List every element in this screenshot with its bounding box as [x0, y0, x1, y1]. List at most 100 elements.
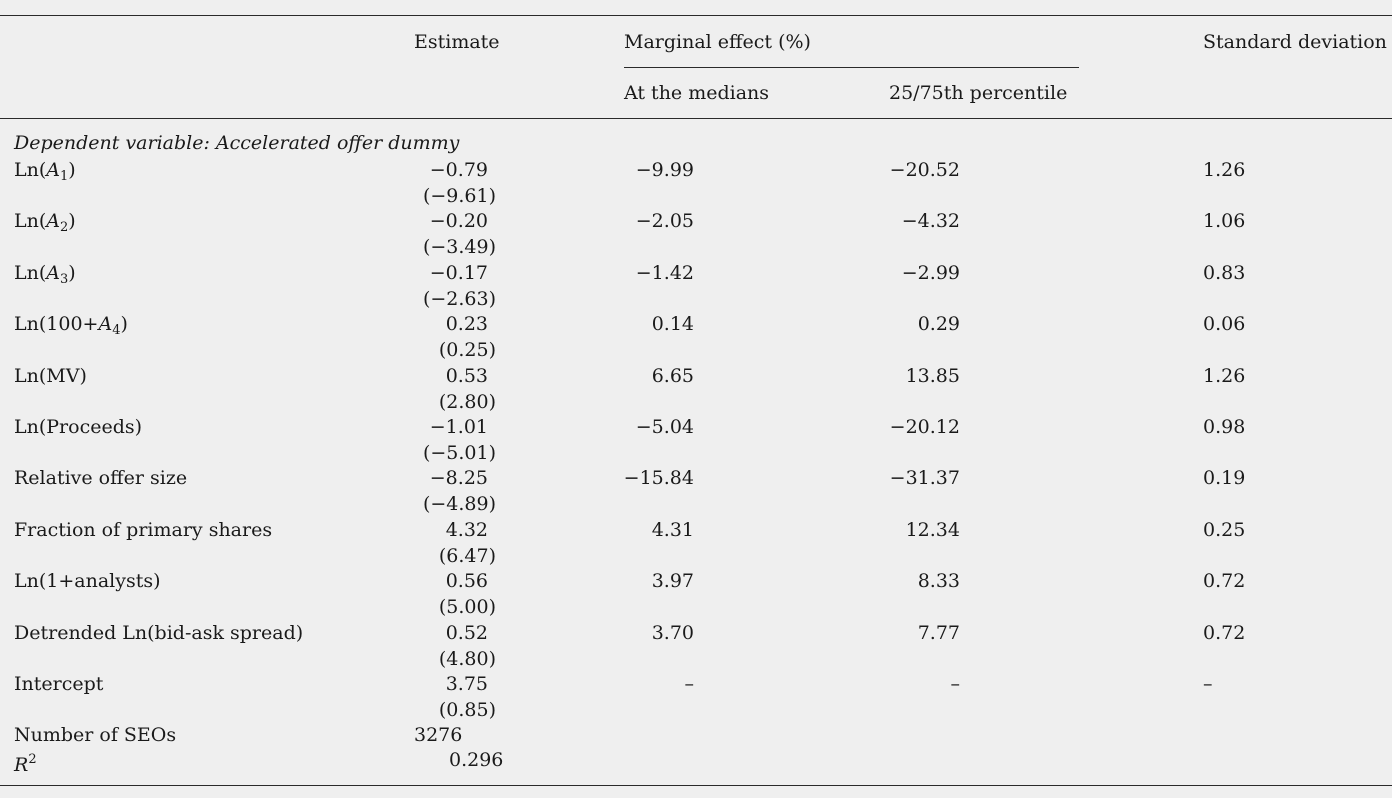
marginal-percentile-cell: −31.37: [889, 467, 960, 490]
row-label-suffix: ): [68, 210, 76, 233]
row-label-text: Intercept: [14, 672, 104, 695]
std-dev-cell: 1.26: [1203, 364, 1246, 387]
header-marginal-effect: Marginal effect (%): [624, 31, 811, 53]
tstat-cell: (5.00): [438, 596, 496, 619]
row-label-sub: 3: [60, 271, 69, 287]
row-label-sub: 4: [112, 323, 121, 339]
marginal-percentile-cell: 8.33: [917, 570, 960, 593]
tstat-cell: (2.80): [438, 390, 496, 413]
row-label-text: Ln(MV): [14, 364, 87, 387]
table-row: Ln(A3) −0.17 (−2.63) −1.42 −2.99 0.83: [0, 260, 1392, 311]
std-dev-cell: –: [1203, 672, 1213, 695]
tstat-cell: (−4.89): [422, 493, 496, 516]
row-label: Ln(Proceeds): [14, 414, 142, 440]
row-label-var: A: [46, 159, 61, 181]
row-label-var: A: [46, 210, 61, 233]
marginal-median-cell: 6.65: [651, 364, 694, 387]
marginal-median-cell: −5.04: [635, 415, 694, 438]
marginal-percentile-cell: –: [950, 672, 961, 695]
n-label: Number of SEOs: [14, 724, 177, 746]
marginal-median-cell: −1.42: [635, 261, 694, 284]
row-label: Ln(1+analysts): [14, 568, 161, 594]
tstat-cell: (−3.49): [422, 236, 496, 259]
marginal-median-cell: −2.05: [635, 210, 694, 233]
row-label-suffix: ): [120, 313, 128, 336]
header-std-dev: Standard deviation: [1203, 31, 1387, 53]
estimate-cell: 3.75: [445, 672, 488, 695]
tstat-cell: (4.80): [438, 647, 496, 670]
row-label: Intercept: [14, 671, 103, 697]
r2-superscript: 2: [28, 752, 37, 767]
table-body: Ln(A1) −0.79 (−9.61) −9.99 −20.52 1.26 Ln(A2) −…: [0, 157, 1392, 722]
table-row: Intercept 3.75 (0.85) – – –: [0, 671, 1392, 722]
row-label-prefix: Ln(: [14, 261, 47, 284]
std-dev-cell: 1.26: [1203, 159, 1246, 181]
row-label-prefix: Ln(: [14, 210, 47, 233]
marginal-percentile-cell: −20.12: [889, 415, 960, 438]
table-row: Ln(100+A4) 0.23 (0.25) 0.14 0.29 0.06: [0, 311, 1392, 362]
marginal-median-cell: −15.84: [623, 467, 694, 490]
marginal-median-cell: 3.97: [651, 570, 694, 593]
estimate-cell: 4.32: [445, 518, 488, 541]
row-label-text: Detrended Ln(bid-ask spread): [14, 621, 304, 644]
marginal-effect-underline: [624, 67, 1079, 68]
header-at-medians: At the medians: [624, 82, 770, 104]
table-row: Fraction of primary shares 4.32 (6.47) 4.31…: [0, 517, 1392, 568]
tstat-cell: (−2.63): [422, 287, 496, 310]
n-value: 3276: [414, 724, 463, 746]
row-label-text: Fraction of primary shares: [14, 518, 273, 541]
dependent-variable-label: Dependent variable: Accelerated offer du…: [14, 132, 460, 154]
marginal-median-cell: −9.99: [635, 159, 694, 181]
estimate-cell: −8.25: [429, 467, 488, 490]
std-dev-cell: 1.06: [1203, 210, 1246, 233]
marginal-percentile-cell: 0.29: [917, 313, 960, 336]
top-rule: [0, 15, 1392, 16]
marginal-percentile-cell: 13.85: [905, 364, 960, 387]
estimate-cell: 0.53: [445, 364, 488, 387]
table-row: Ln(1+analysts) 0.56 (5.00) 3.97 8.33 0.72: [0, 568, 1392, 619]
row-label: Ln(100+A4): [14, 311, 128, 344]
estimate-cell: 0.52: [445, 621, 488, 644]
estimate-cell: 0.23: [445, 313, 488, 336]
r2-symbol: R: [14, 754, 29, 776]
std-dev-cell: 0.83: [1203, 261, 1246, 284]
std-dev-cell: 0.98: [1203, 415, 1246, 438]
estimate-cell: −1.01: [429, 415, 488, 438]
marginal-median-cell: 0.14: [651, 313, 694, 336]
row-label-suffix: ): [68, 159, 76, 181]
row-label-var: A: [98, 313, 113, 336]
row-label-text: Ln(Proceeds): [14, 415, 143, 438]
std-dev-cell: 0.72: [1203, 621, 1246, 644]
marginal-median-cell: 4.31: [651, 518, 694, 541]
marginal-percentile-cell: −20.52: [889, 159, 960, 181]
row-label: Ln(MV): [14, 363, 87, 389]
header-percentile: 25/75th percentile: [889, 82, 1068, 104]
tstat-cell: (−5.01): [422, 441, 496, 464]
row-label: Relative offer size: [14, 465, 187, 491]
std-dev-cell: 0.19: [1203, 467, 1246, 490]
header-estimate: Estimate: [414, 31, 500, 53]
row-label-sub: 2: [60, 220, 69, 236]
table-row: Detrended Ln(bid-ask spread) 0.52 (4.80) 3.…: [0, 620, 1392, 671]
row-label: Fraction of primary shares: [14, 517, 272, 543]
tstat-cell: (0.25): [438, 339, 496, 362]
std-dev-cell: 0.25: [1203, 518, 1246, 541]
table-row: Ln(MV) 0.53 (2.80) 6.65 13.85 1.26: [0, 363, 1392, 414]
r2-value: 0.296: [449, 749, 504, 771]
row-label-sub: 1: [60, 169, 69, 184]
bottom-rule: [0, 785, 1392, 786]
row-label: Detrended Ln(bid-ask spread): [14, 620, 303, 646]
row-label-prefix: Ln(: [14, 159, 47, 181]
marginal-median-cell: –: [684, 672, 695, 695]
row-label-text: Ln(1+analysts): [14, 570, 161, 593]
marginal-percentile-cell: −2.99: [901, 261, 960, 284]
std-dev-cell: 0.06: [1203, 313, 1246, 336]
row-label: Ln(A1): [14, 157, 76, 190]
estimate-cell: −0.79: [429, 159, 488, 181]
marginal-median-cell: 3.70: [651, 621, 694, 644]
table-row: Ln(Proceeds) −1.01 (−5.01) −5.04 −20.12 0.98: [0, 414, 1392, 465]
estimate-cell: 0.56: [445, 570, 488, 593]
header-bottom-rule: [0, 118, 1392, 119]
r2-label: R2: [14, 748, 37, 777]
tstat-cell: (0.85): [438, 698, 496, 721]
